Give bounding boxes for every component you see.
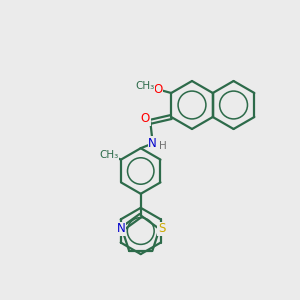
Text: O: O [153,83,163,96]
Text: H: H [159,141,166,152]
Text: O: O [141,112,150,125]
Text: CH₃: CH₃ [135,81,154,91]
Text: N: N [148,137,157,150]
Text: N: N [117,223,125,236]
Text: S: S [158,223,165,236]
Text: CH₃: CH₃ [99,150,119,160]
